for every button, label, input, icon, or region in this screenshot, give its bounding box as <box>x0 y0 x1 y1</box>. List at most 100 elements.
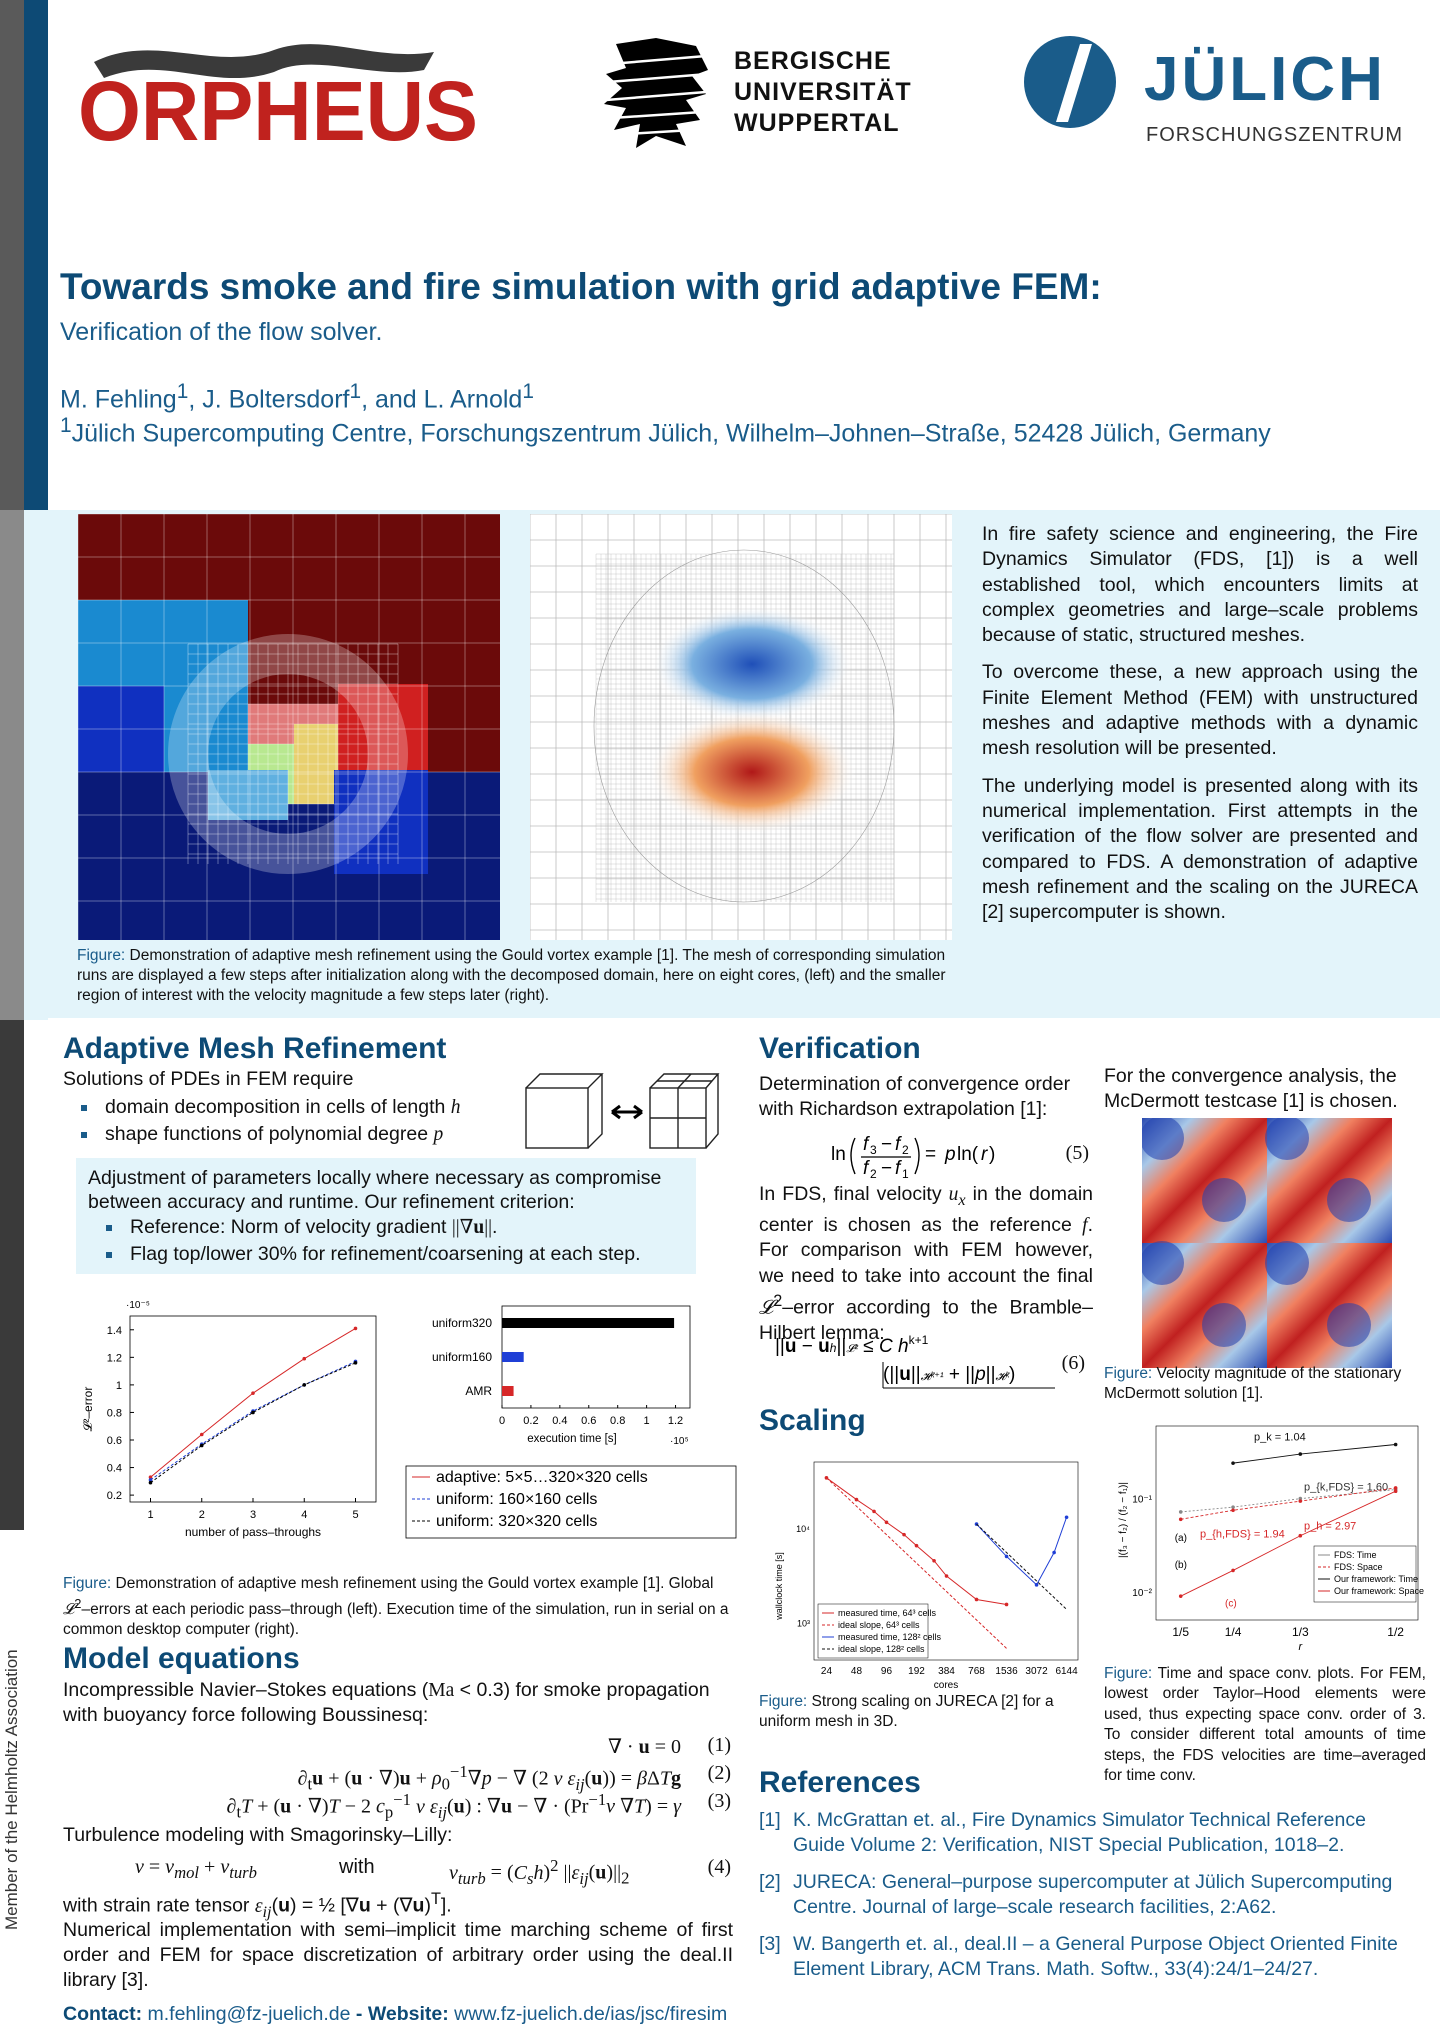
data-point <box>1178 1594 1183 1598</box>
legend-label: Our framework: Space <box>1334 1586 1424 1596</box>
equation-number: (2) <box>707 1762 731 1784</box>
svg-text:f: f <box>863 1158 870 1179</box>
data-point <box>148 1480 153 1485</box>
data-point <box>251 1391 255 1395</box>
model-heading: Model equations <box>63 1642 300 1675</box>
amr-bullets: domain decomposition in cells of length … <box>63 1094 523 1148</box>
scaling-caption: Figure: Strong scaling on JURECA [2] for… <box>759 1693 1054 1730</box>
data-point <box>148 1475 153 1479</box>
x-tick-label: 0.2 <box>523 1415 538 1427</box>
series-line <box>976 1517 1068 1586</box>
mcdermott-caption: Figure: Velocity magnitude of the statio… <box>1104 1365 1402 1402</box>
amr-criterion-box: Adjustment of parameters locally where n… <box>76 1158 696 1274</box>
data-point <box>1004 1554 1009 1559</box>
data-point <box>1393 1442 1398 1447</box>
data-point <box>1178 1517 1183 1522</box>
equation-body: ∇ · u = 0 <box>607 1736 681 1758</box>
data-point <box>353 1326 358 1331</box>
reference-number: [2] <box>759 1871 781 1893</box>
equation-1: ∇ · u = 0 (1) <box>63 1734 733 1762</box>
data-point <box>199 1432 204 1437</box>
authors: M. Fehling1, J. Boltersdorf1, and L. Arn… <box>60 380 534 414</box>
model-lead: Incompressible Navier–Stokes equations (… <box>63 1679 710 1726</box>
series-line <box>1180 1487 1396 1520</box>
series-annotation: p_h = 2.97 <box>1304 1521 1356 1533</box>
y-tick-label: 0.2 <box>107 1490 122 1502</box>
x-axis-label: cores <box>934 1680 958 1690</box>
svg-text:(||u||𝓗ᵏ⁺¹ + ||p||𝓗ᵏ): (||u||𝓗ᵏ⁺¹ + ||p||𝓗ᵏ) <box>883 1364 1015 1385</box>
svg-text:ln(: ln( <box>957 1144 979 1165</box>
equation-4: ν = νmol + νturb with νturb = (Csh)2 ||ε… <box>63 1856 733 1888</box>
x-scale-label: ·10⁵ <box>670 1436 689 1447</box>
x-tick-label: 2 <box>199 1509 205 1521</box>
svg-text:2: 2 <box>902 1143 909 1157</box>
x-tick-label: 96 <box>881 1666 893 1677</box>
equation-number: (4) <box>707 1856 731 1878</box>
svg-text:f: f <box>895 1134 902 1155</box>
legend-label: measured time, 128² cells <box>838 1632 942 1642</box>
data-point <box>1178 1510 1183 1514</box>
y-tick-label: 0.4 <box>107 1463 122 1475</box>
svg-text:1: 1 <box>902 1167 909 1180</box>
y-tick-label: 1 <box>116 1380 122 1392</box>
svg-text:−: − <box>881 1134 892 1155</box>
legend-box <box>817 1603 929 1659</box>
juelich-logo: JÜLICH FORSCHUNGSZENTRUM <box>1020 30 1402 150</box>
legend-label: Our framework: Time <box>1334 1574 1418 1584</box>
x-tick-label: 3 <box>250 1509 256 1521</box>
equation-body: ∂tT + (u · ∇)T − 2 cp−1 ν εij(u) : ∇u − … <box>226 1790 681 1822</box>
wuppertal-line-2: UNIVERSITÄT <box>734 78 912 106</box>
data-point <box>1064 1515 1069 1520</box>
reference-number: [1] <box>759 1809 781 1831</box>
series-line <box>826 1477 1007 1605</box>
amr-box-bullets: Reference: Norm of velocity gradient ||∇… <box>88 1214 684 1268</box>
equation-3: ∂tT + (u · ∇)T − 2 cp−1 ν εij(u) : ∇u − … <box>63 1790 733 1822</box>
data-point <box>1052 1550 1056 1555</box>
svg-text:r: r <box>981 1144 988 1165</box>
wuppertal-lion-icon <box>604 38 709 148</box>
reference-number: [3] <box>759 1933 781 1955</box>
intro-paragraph: To overcome these, a new approach using … <box>982 661 1418 760</box>
plot-frame <box>813 1461 1079 1661</box>
equation-number: (5) <box>1065 1142 1089 1164</box>
data-point <box>1231 1505 1235 1509</box>
series-line <box>150 1361 356 1481</box>
series-line <box>1232 1444 1396 1464</box>
intro-text: In fire safety science and engineering, … <box>982 522 1418 937</box>
data-point <box>974 1597 979 1602</box>
legend-label: adaptive: 5×5…320×320 cells <box>436 1469 648 1486</box>
x-axis-label: r <box>1298 1641 1303 1653</box>
implementation-text: Numerical implementation with semi–impli… <box>63 1919 733 1991</box>
y-tick-label: 1.2 <box>107 1352 122 1364</box>
equation-6: ||u − uh||𝓛² ≤ C hk+1 (||u||𝓗ᵏ⁺¹ + ||p||… <box>759 1330 1093 1390</box>
x-tick-label: 1/2 <box>1387 1625 1404 1639</box>
data-point <box>902 1532 906 1537</box>
velocity-magnitude-figure <box>530 514 952 940</box>
plot-frame <box>129 1315 377 1503</box>
x-tick-label: 1.2 <box>668 1415 683 1427</box>
data-point <box>872 1509 876 1514</box>
side-strip <box>0 0 48 2038</box>
mesh-decomposition-figure <box>78 514 500 940</box>
contact-email[interactable]: m.fehling@fz-juelich.de <box>147 2003 351 2025</box>
equation-number: (6) <box>1061 1352 1085 1374</box>
x-axis-label: execution time [s] <box>527 1433 616 1445</box>
website-link[interactable]: www.fz-juelich.de/ias/jsc/firesim <box>454 2003 728 2025</box>
wuppertal-line-1: BERGISCHE <box>734 47 892 75</box>
y-tick-label: 10⁻² <box>1132 1588 1152 1599</box>
bar-category-label: uniform160 <box>432 1350 492 1364</box>
legend-label: FDS: Space <box>1334 1562 1383 1572</box>
y-tick-label: 0.8 <box>107 1407 122 1419</box>
equation-4-with: with <box>339 1856 375 1878</box>
data-point <box>353 1361 358 1365</box>
poster-title: Towards smoke and fire simulation with g… <box>60 266 1102 307</box>
y-tick-label: 10⁴ <box>796 1524 810 1534</box>
legend-label: FDS: Time <box>1334 1550 1377 1560</box>
mcdermott-solution-figure <box>1142 1118 1392 1368</box>
reference-item: [2] JURECA: General–purpose supercomputer… <box>759 1870 1419 1920</box>
legend-label: uniform: 160×160 cells <box>436 1491 597 1508</box>
series-annotation: p_k = 1.04 <box>1254 1432 1306 1444</box>
x-tick-label: 0 <box>499 1415 505 1427</box>
svg-text:=: = <box>925 1144 936 1165</box>
equation-number: (1) <box>707 1734 731 1756</box>
